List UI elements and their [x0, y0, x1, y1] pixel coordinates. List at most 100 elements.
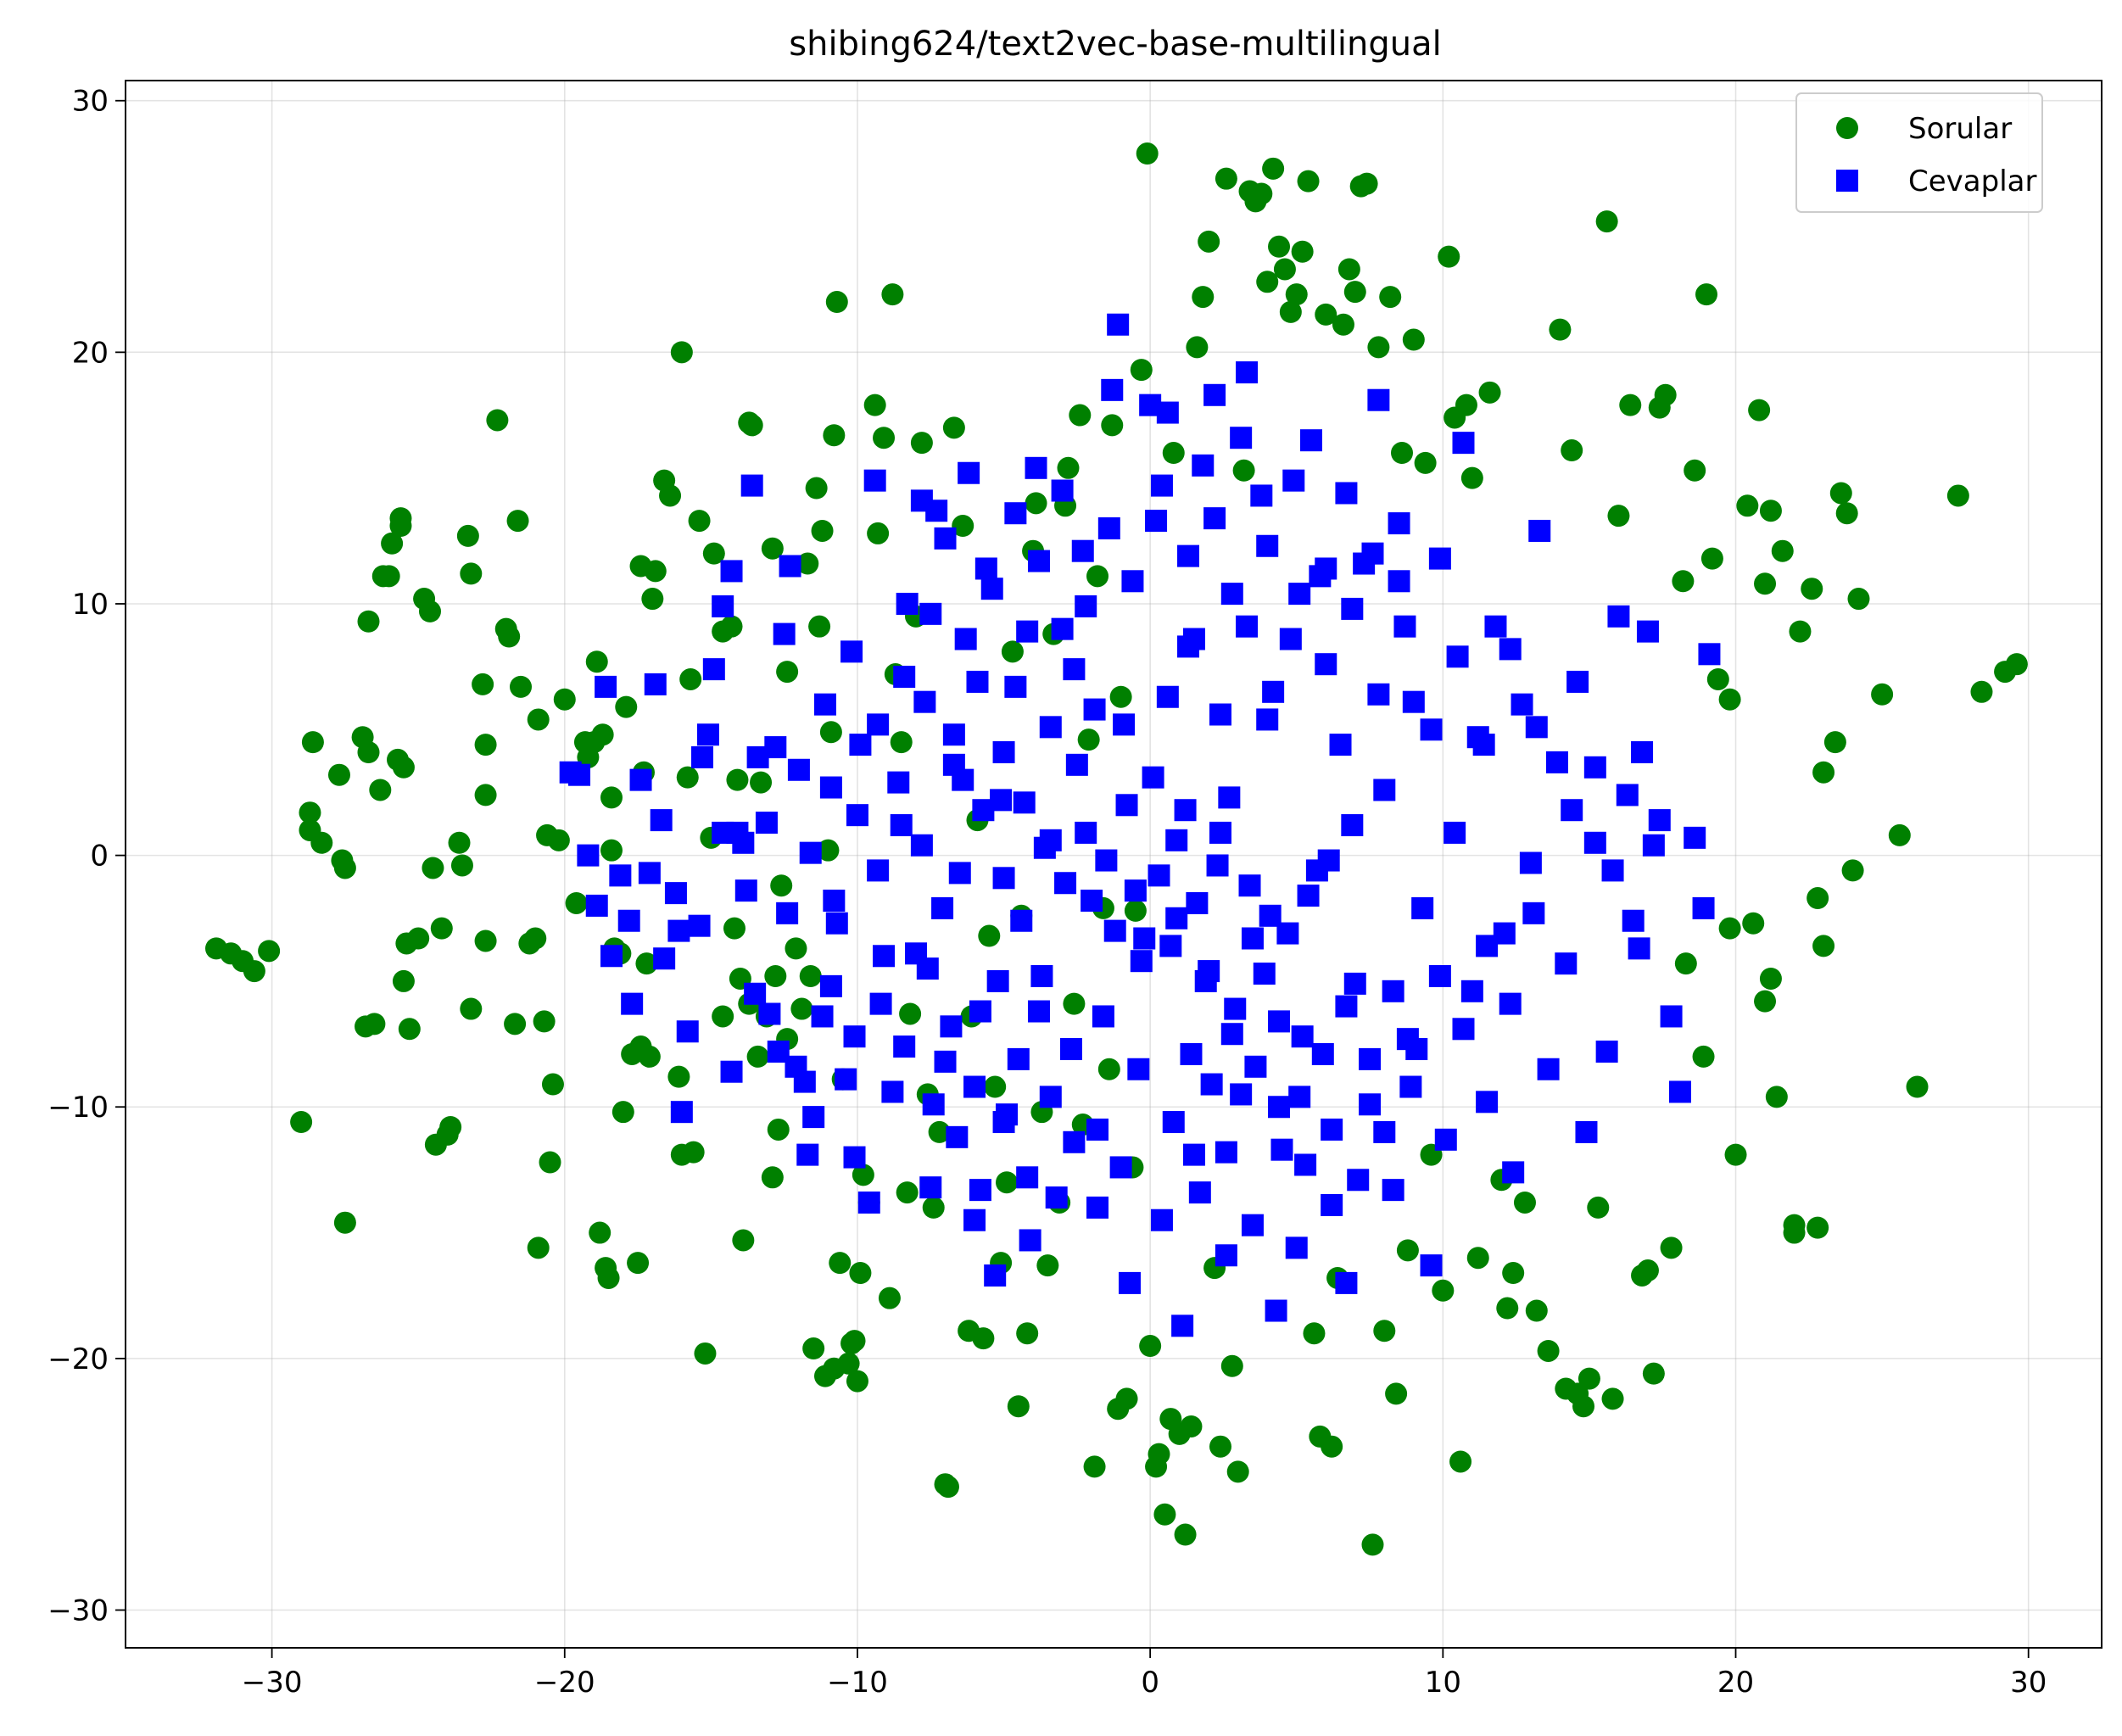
data-point-cevaplar: [969, 1179, 991, 1202]
data-point-cevaplar: [1095, 849, 1118, 872]
data-point-cevaplar: [577, 844, 600, 867]
data-point-sorular: [761, 537, 784, 560]
data-point-sorular: [1970, 680, 1993, 703]
data-point-sorular: [1759, 967, 1782, 990]
data-point-sorular: [1607, 505, 1630, 527]
data-point-cevaplar: [1162, 1111, 1185, 1134]
data-point-cevaplar: [1004, 502, 1027, 525]
data-point-cevaplar: [1241, 1214, 1264, 1236]
data-point-cevaplar: [793, 1070, 816, 1093]
data-point-cevaplar: [1545, 751, 1568, 773]
data-point-sorular: [486, 409, 509, 432]
data-point-sorular: [377, 565, 400, 588]
data-point-sorular: [1449, 1450, 1472, 1473]
data-point-sorular: [823, 424, 846, 447]
data-point-sorular: [1232, 459, 1255, 482]
data-point-sorular: [936, 1476, 959, 1499]
data-point-cevaplar: [1250, 484, 1273, 507]
data-point-cevaplar: [1315, 653, 1337, 676]
data-point-cevaplar: [1402, 690, 1425, 713]
data-point-cevaplar: [758, 1002, 781, 1025]
data-point-cevaplar: [1268, 1010, 1291, 1033]
data-point-cevaplar: [1698, 643, 1721, 666]
data-point-cevaplar: [846, 804, 868, 827]
data-point-sorular: [1812, 761, 1835, 784]
data-point-sorular: [456, 524, 479, 547]
data-point-sorular: [1083, 1455, 1106, 1478]
data-point-cevaplar: [1335, 1271, 1358, 1294]
data-point-sorular: [1432, 1279, 1455, 1302]
data-point-cevaplar: [1220, 583, 1243, 606]
data-point-sorular: [1587, 1196, 1610, 1219]
data-point-cevaplar: [1575, 1120, 1598, 1143]
data-point-sorular: [1115, 1387, 1138, 1410]
data-point-sorular: [1256, 271, 1279, 293]
data-point-sorular: [1674, 952, 1697, 975]
data-point-sorular: [863, 394, 886, 416]
data-point-cevaplar: [1188, 1181, 1211, 1204]
data-point-cevaplar: [744, 982, 767, 1005]
data-point-cevaplar: [825, 912, 848, 935]
data-point-sorular: [510, 675, 532, 698]
data-point-sorular: [825, 291, 848, 314]
data-point-sorular: [1946, 484, 1969, 507]
data-point-cevaplar: [1601, 859, 1624, 882]
data-point-sorular: [808, 615, 831, 638]
data-point-sorular: [811, 519, 834, 542]
data-point-cevaplar: [1013, 791, 1036, 814]
data-point-sorular: [439, 1115, 462, 1138]
data-point-sorular: [1220, 1354, 1243, 1377]
data-point-cevaplar: [1107, 313, 1130, 336]
data-point-sorular: [1724, 1143, 1747, 1166]
data-point-sorular: [740, 414, 763, 437]
data-point-cevaplar: [1182, 628, 1205, 650]
data-point-cevaplar: [1019, 1229, 1041, 1252]
y-tick-label: 10: [72, 588, 109, 622]
data-point-cevaplar: [670, 1101, 693, 1124]
data-point-sorular: [805, 477, 828, 500]
data-point-sorular: [1007, 1395, 1030, 1418]
data-point-sorular: [702, 542, 725, 565]
data-point-sorular: [1906, 1075, 1929, 1098]
data-point-cevaplar: [863, 469, 886, 492]
data-point-cevaplar: [1444, 821, 1466, 844]
data-point-cevaplar: [1595, 1040, 1618, 1063]
data-point-cevaplar: [984, 1264, 1007, 1287]
data-point-cevaplar: [934, 527, 957, 550]
data-point-cevaplar: [946, 1125, 969, 1148]
data-point-cevaplar: [1476, 935, 1499, 957]
data-point-sorular: [1513, 1191, 1536, 1214]
y-tick-label: 20: [72, 336, 109, 370]
data-point-sorular: [972, 1327, 995, 1350]
data-point-cevaplar: [1063, 1130, 1086, 1153]
data-point-sorular: [1148, 1443, 1170, 1465]
data-point-cevaplar: [1007, 1047, 1030, 1070]
data-point-sorular: [837, 1352, 860, 1375]
data-point-sorular: [1367, 336, 1390, 359]
data-point-sorular: [301, 731, 324, 754]
data-point-sorular: [978, 924, 1001, 947]
data-point-sorular: [767, 1118, 790, 1141]
data-point-cevaplar: [773, 622, 796, 645]
data-point-sorular: [1789, 620, 1812, 643]
data-point-cevaplar: [667, 919, 690, 942]
data-point-cevaplar: [609, 864, 632, 887]
data-point-sorular: [1025, 492, 1047, 515]
data-point-sorular: [460, 562, 483, 585]
data-point-sorular: [1718, 917, 1741, 940]
data-point-sorular: [1001, 640, 1024, 663]
data-point-sorular: [1742, 912, 1765, 935]
data-point-sorular: [1771, 539, 1794, 562]
data-point-sorular: [852, 1164, 874, 1186]
data-point-sorular: [472, 673, 494, 695]
data-point-cevaplar: [1045, 1186, 1068, 1209]
data-point-cevaplar: [755, 812, 778, 835]
y-tick-label: −20: [47, 1342, 109, 1376]
data-point-sorular: [1829, 482, 1852, 505]
data-point-cevaplar: [1367, 683, 1390, 706]
data-point-sorular: [1174, 1523, 1197, 1546]
data-point-cevaplar: [1253, 963, 1276, 985]
data-point-sorular: [1692, 1045, 1715, 1068]
